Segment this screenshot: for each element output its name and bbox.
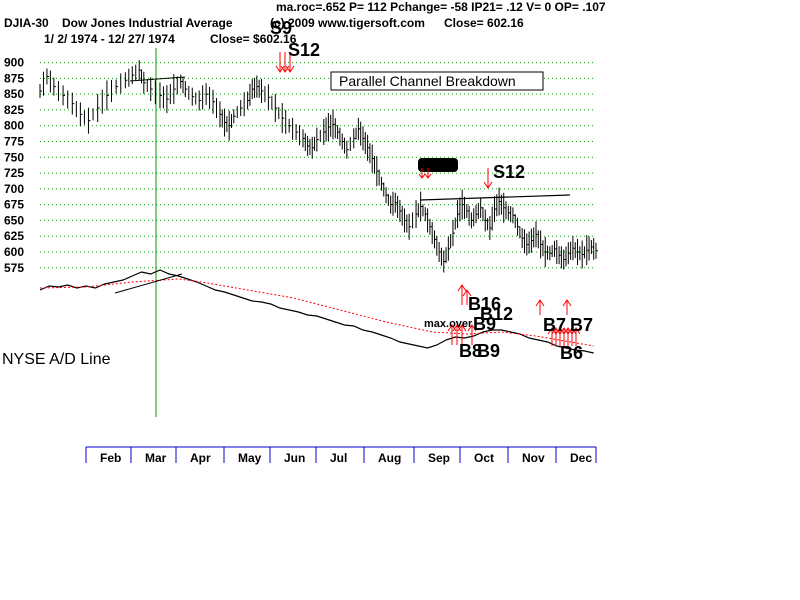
y-tick-label: 625	[4, 229, 24, 243]
buy-arrows-nov	[535, 299, 581, 346]
y-tick-label: 825	[4, 103, 24, 117]
price-series	[39, 60, 598, 273]
signal-label: S9	[418, 156, 440, 176]
channel-top-line	[419, 194, 571, 201]
buy-signal-b9-oct2: B9	[477, 341, 500, 361]
y-tick-label: 775	[4, 135, 24, 149]
header-name: Dow Jones Industrial Average	[62, 16, 233, 30]
x-axis: Feb Mar Apr May Jun Jul Aug Sep Oct Nov Dec	[85, 446, 597, 465]
y-tick-label: 750	[4, 150, 24, 164]
header-copyright: (c) 2009 www.tigersoft.com	[270, 16, 425, 30]
month-label: Jul	[330, 451, 347, 465]
header-close-right: Close= 602.16	[444, 16, 524, 30]
buy-signal-b12: B12	[480, 304, 513, 324]
month-label: Oct	[474, 451, 494, 465]
header-symbol: DJIA-30	[4, 16, 49, 30]
month-label: Feb	[100, 451, 121, 465]
y-tick-label: 725	[4, 166, 24, 180]
channel-breakdown-label: Parallel Channel Breakdown	[339, 73, 516, 89]
month-label: Jun	[284, 451, 305, 465]
month-label: Nov	[522, 451, 545, 465]
month-label: Mar	[145, 451, 167, 465]
sell-signal-s9-sep: S9	[418, 156, 458, 179]
ad-line-series	[39, 269, 594, 354]
y-tick-label: 575	[4, 261, 24, 275]
month-label: Apr	[190, 451, 211, 465]
signal-label: S9	[270, 18, 292, 38]
y-tick-label: 600	[4, 245, 24, 259]
y-tick-label: 650	[4, 213, 24, 227]
y-tick-label: 700	[4, 182, 24, 196]
y-tick-label: 675	[4, 198, 24, 212]
header-close-left: Close= $602.16	[210, 32, 297, 46]
header-indicators: ma.roc=.652 P= 112 Pchange= -58 IP21= .1…	[276, 0, 606, 14]
buy-signal-b7-a: B7	[543, 315, 566, 335]
max-over-label: max.over	[424, 318, 473, 330]
month-label: Dec	[570, 451, 592, 465]
y-axis-ticks: 9008758508258007757507257006756506256005…	[4, 56, 24, 275]
top-trendline	[129, 76, 186, 82]
header-date-range: 1/ 2/ 1974 - 12/ 27/ 1974	[44, 32, 175, 46]
y-tick-label: 900	[4, 56, 24, 70]
signal-label: S12	[493, 162, 525, 182]
buy-signal-b6: B6	[560, 343, 583, 363]
month-label: May	[238, 451, 262, 465]
sell-signal-s9-jun: S9	[270, 18, 295, 73]
buy-signal-b7-b: B7	[570, 315, 593, 335]
month-label: Sep	[428, 451, 450, 465]
month-label: Aug	[378, 451, 401, 465]
ad-trendline	[114, 273, 183, 294]
y-tick-label: 800	[4, 119, 24, 133]
y-tick-label: 875	[4, 71, 24, 85]
y-tick-label: 850	[4, 87, 24, 101]
channel-breakdown-box	[330, 71, 544, 91]
ad-line-label: NYSE A/D Line	[2, 351, 111, 368]
buy-signal-b16: B16	[468, 294, 501, 314]
sell-signal-s12-jun: S12	[288, 40, 320, 60]
ad-line	[39, 269, 594, 354]
buy-signal-b9-oct: B9	[473, 314, 496, 334]
sell-signal-s12-oct: S12	[483, 162, 525, 189]
buy-signal-b8: B8	[459, 341, 482, 361]
buy-arrows-oct	[447, 284, 477, 345]
